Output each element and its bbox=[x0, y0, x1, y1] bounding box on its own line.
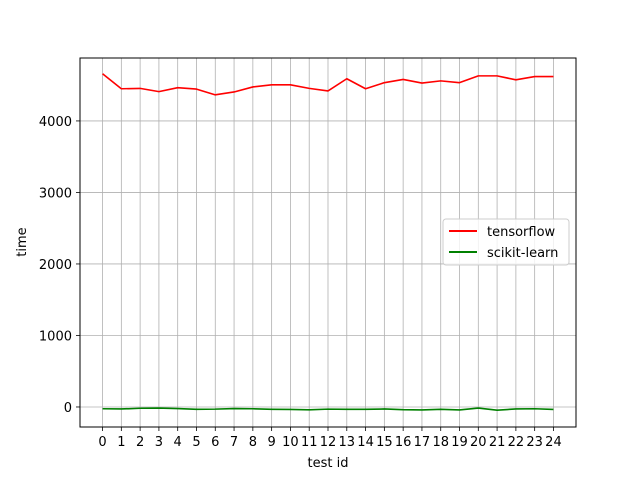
x-tick-label: 4 bbox=[174, 435, 182, 450]
legend-label-tensorflow: tensorflow bbox=[487, 225, 556, 240]
x-tick-label: 18 bbox=[432, 435, 449, 450]
x-tick-label: 1 bbox=[117, 435, 125, 450]
y-tick-label: 1000 bbox=[39, 329, 72, 344]
x-tick-label: 16 bbox=[395, 435, 412, 450]
x-tick-label: 9 bbox=[267, 435, 275, 450]
x-axis-ticks: 0 1 2 3 4 5 6 7 8 9 10 11 12 13 14 15 16 17 18 19 20 21 22 23 24 bbox=[98, 427, 562, 450]
x-tick-label: 8 bbox=[249, 435, 257, 450]
series-line-scikit-learn bbox=[102, 407, 554, 411]
y-tick-label: 0 bbox=[64, 401, 72, 416]
x-tick-label: 0 bbox=[98, 435, 106, 450]
x-tick-label: 17 bbox=[414, 435, 431, 450]
x-tick-label: 19 bbox=[451, 435, 468, 450]
x-tick-label: 5 bbox=[192, 435, 200, 450]
x-tick-label: 20 bbox=[470, 435, 487, 450]
x-tick-label: 10 bbox=[282, 435, 299, 450]
x-tick-label: 21 bbox=[489, 435, 506, 450]
x-tick-label: 14 bbox=[357, 435, 374, 450]
series-lines bbox=[102, 73, 554, 411]
x-tick-label: 3 bbox=[155, 435, 163, 450]
y-tick-label: 4000 bbox=[39, 115, 72, 130]
x-tick-label: 2 bbox=[136, 435, 144, 450]
legend: tensorflow scikit-learn bbox=[442, 218, 570, 266]
x-tick-label: 15 bbox=[376, 435, 393, 450]
x-tick-label: 13 bbox=[339, 435, 356, 450]
x-axis-label: test id bbox=[308, 456, 349, 471]
x-tick-label: 6 bbox=[211, 435, 219, 450]
x-tick-label: 12 bbox=[320, 435, 337, 450]
x-tick-label: 24 bbox=[545, 435, 562, 450]
x-tick-label: 23 bbox=[526, 435, 543, 450]
series-line-tensorflow bbox=[102, 73, 554, 96]
x-tick-label: 11 bbox=[301, 435, 318, 450]
x-tick-label: 22 bbox=[508, 435, 525, 450]
x-tick-label: 7 bbox=[230, 435, 238, 450]
y-tick-label: 3000 bbox=[39, 186, 72, 201]
legend-label-scikit-learn: scikit-learn bbox=[487, 246, 558, 261]
y-axis-label: time bbox=[15, 227, 30, 256]
y-axis-ticks: 0 1000 2000 3000 4000 bbox=[39, 115, 80, 416]
y-tick-label: 2000 bbox=[39, 258, 72, 273]
